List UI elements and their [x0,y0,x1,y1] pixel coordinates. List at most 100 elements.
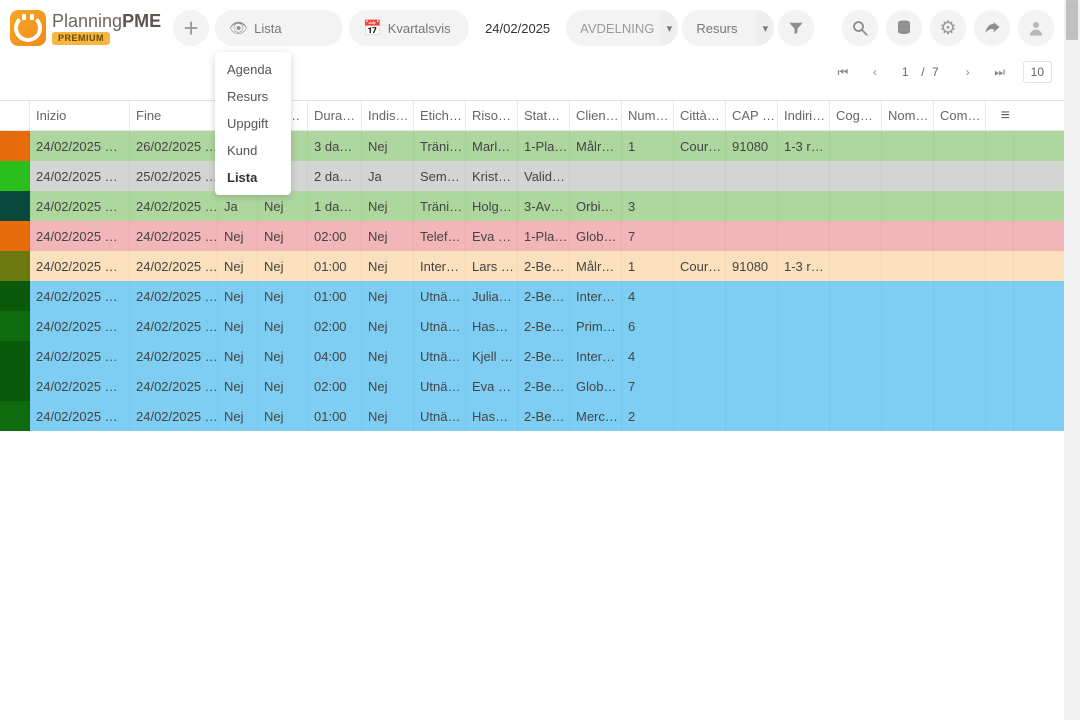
grid-cell: 1 da… [308,191,362,221]
view-select[interactable]: 👁 Lista [215,10,343,46]
grid-header-cell[interactable]: Dura… [308,101,362,130]
grid-cell: Eva … [466,221,518,251]
table-row[interactable]: 24/02/2025 …24/02/2025 …NejNej01:00NejUt… [0,401,1064,431]
grid-cell: 25/02/2025 … [130,161,218,191]
grid-cell [986,161,1014,191]
grid-cell: Nej [362,341,414,371]
grid-header-cell[interactable]: Num… [622,101,674,130]
grid-header-cell[interactable]: Indis… [362,101,414,130]
grid-header-cell[interactable]: Riso… [466,101,518,130]
grid-cell [882,251,934,281]
table-row[interactable]: 24/02/2025 …26/02/2025 …Nej3 da…NejTräni… [0,131,1064,161]
settings-button[interactable]: ⚙ [930,10,966,46]
funnel-icon [787,19,805,37]
table-row[interactable]: 24/02/2025 …24/02/2025 …NejNej01:00NejUt… [0,281,1064,311]
grid-cell: Träni… [414,131,466,161]
grid-cell: 24/02/2025 … [130,281,218,311]
grid-header-cell[interactable]: Cog… [830,101,882,130]
grid-cell: 2-Be… [518,311,570,341]
grid-header-color[interactable] [0,101,30,130]
grid-header-cell[interactable]: Etich… [414,101,466,130]
app-logo[interactable]: PlanningPME PREMIUM [10,10,161,46]
scrollbar-thumb[interactable] [1066,0,1078,40]
view-menu-item[interactable]: Uppgift [215,110,291,137]
chevron-down-icon: ▾ [756,10,774,46]
share-button[interactable] [974,10,1010,46]
grid-cell [882,401,934,431]
grid-header: InizioFine…Peri…Dura…Indis…Etich…Riso…St… [0,101,1064,131]
grid-cell: 2-Be… [518,401,570,431]
table-row[interactable]: 24/02/2025 …24/02/2025 …NejNej02:00NejUt… [0,371,1064,401]
pager-first-button[interactable]: ⏮ [828,59,858,85]
data-button[interactable] [886,10,922,46]
grid-cell: 2-Be… [518,341,570,371]
grid-cell [778,401,830,431]
view-select-value: Lista [254,21,281,36]
row-color-stripe [0,221,30,251]
grid-menu-button[interactable]: ≡ [986,101,1014,130]
view-menu-item[interactable]: Kund [215,137,291,164]
grid-cell [778,221,830,251]
grid-header-cell[interactable]: Stat… [518,101,570,130]
grid-cell [726,371,778,401]
grid-cell: 91080 [726,251,778,281]
database-icon [895,19,913,37]
grid-cell: 24/02/2025 … [30,251,130,281]
table-row[interactable]: 24/02/2025 …24/02/2025 …NejNej04:00NejUt… [0,341,1064,371]
grid-cell [674,161,726,191]
page-size[interactable]: 10 [1023,61,1052,83]
table-row[interactable]: 24/02/2025 …24/02/2025 …NejNej02:00NejTe… [0,221,1064,251]
grid-cell [726,401,778,431]
grid-cell: 24/02/2025 … [130,191,218,221]
grid-cell [726,311,778,341]
table-row[interactable]: 24/02/2025 …24/02/2025 …NejNej01:00NejIn… [0,251,1064,281]
grid-header-cell[interactable]: Indiri… [778,101,830,130]
grid-cell [830,311,882,341]
grid-header-cell[interactable]: Nom… [882,101,934,130]
filter-button[interactable] [778,10,814,46]
grid-cell: Nej [258,401,308,431]
row-color-stripe [0,401,30,431]
grid-cell [830,221,882,251]
grid-cell: Nej [218,311,258,341]
department-select[interactable]: AVDELNING ▾ [566,10,676,46]
table-row[interactable]: 24/02/2025 …25/02/2025 …Nej2 da…JaSem…Kr… [0,161,1064,191]
logo-name: PlanningPME [52,12,161,30]
row-color-stripe [0,251,30,281]
table-row[interactable]: 24/02/2025 …24/02/2025 …JaNej1 da…NejTrä… [0,191,1064,221]
view-menu-item[interactable]: Lista [215,164,291,191]
grid-header-cell[interactable]: Com… [934,101,986,130]
grid-header-cell[interactable]: Clien… [570,101,622,130]
grid-cell: 01:00 [308,401,362,431]
add-button[interactable]: + [173,10,209,46]
pager-last-button[interactable]: ⏭ [985,59,1015,85]
table-row[interactable]: 24/02/2025 …24/02/2025 …NejNej02:00NejUt… [0,311,1064,341]
row-color-stripe [0,311,30,341]
resource-select[interactable]: Resurs ▾ [682,10,772,46]
grid-cell [986,191,1014,221]
grid-cell [934,191,986,221]
browser-scrollbar[interactable] [1064,0,1080,720]
view-menu-item[interactable]: Resurs [215,83,291,110]
period-select[interactable]: 📅 Kvartalsvis [349,10,469,46]
grid-header-cell[interactable]: Fine [130,101,218,130]
grid-cell: Prim… [570,311,622,341]
grid-cell [934,281,986,311]
date-field[interactable]: 24/02/2025 [475,10,560,46]
view-menu-item[interactable]: Agenda [215,56,291,83]
grid-cell: 4 [622,341,674,371]
grid-header-cell[interactable]: Inizio [30,101,130,130]
grid-cell [830,191,882,221]
search-button[interactable] [842,10,878,46]
pager-prev-button[interactable]: ‹ [860,59,890,85]
grid-cell: 3 da… [308,131,362,161]
grid-header-cell[interactable]: CAP … [726,101,778,130]
grid-header-cell[interactable]: Città… [674,101,726,130]
grid-cell: Målr… [570,251,622,281]
pager-next-button[interactable]: › [953,59,983,85]
user-button[interactable] [1018,10,1054,46]
toolbar: PlanningPME PREMIUM + 👁 Lista 📅 Kvartals… [0,0,1064,56]
grid-cell: Lars … [466,251,518,281]
grid-cell [934,311,986,341]
grid-cell: 02:00 [308,221,362,251]
